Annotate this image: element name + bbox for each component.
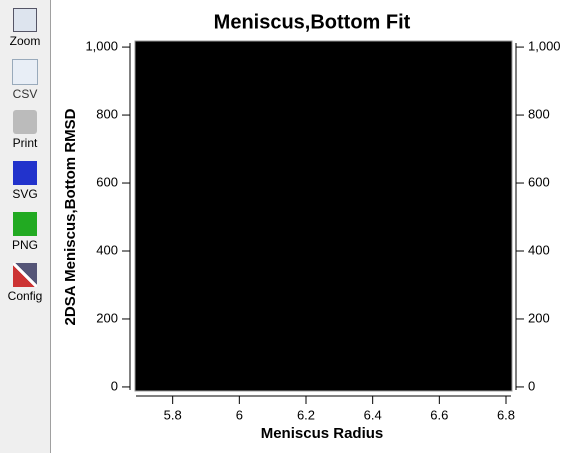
y2-tick-label: 1,000 (528, 39, 561, 54)
y-tick-label: 800 (96, 106, 118, 121)
y2-tick-label: 0 (528, 378, 535, 393)
x-axis-title: Meniscus Radius (261, 425, 384, 442)
svg-icon (13, 161, 37, 185)
zoom-button[interactable]: Zoom (0, 2, 50, 52)
y-tick-label: 200 (96, 310, 118, 325)
y2-tick-label: 600 (528, 174, 550, 189)
y-tick-label: 400 (96, 242, 118, 257)
y2-tick-label: 200 (528, 310, 550, 325)
y-axis-title: 2DSA Meniscus,Bottom RMSD (62, 108, 79, 325)
png-icon (13, 212, 37, 236)
button-label: Zoom (9, 34, 41, 48)
csv-button[interactable]: CSV (0, 53, 50, 103)
button-label: Config (7, 289, 43, 303)
y-tick-label: 600 (96, 174, 118, 189)
csv-icon (12, 59, 38, 85)
x-tick-label: 6.8 (497, 407, 515, 422)
chart: Meniscus,Bottom Fit Meniscus Radius 2DSA… (62, 11, 561, 442)
config-icon (13, 263, 37, 287)
button-label: CSV (12, 87, 38, 101)
x-tick-label: 6.4 (364, 407, 382, 422)
y-tick-label: 0 (111, 378, 118, 393)
button-label: PNG (11, 238, 38, 252)
zoom-icon (13, 8, 37, 32)
x-tick-label: 6 (236, 407, 243, 422)
x-tick-label: 5.8 (164, 407, 182, 422)
print-icon (13, 110, 37, 134)
toolbar: Zoom CSV Print SVG PNG Config (0, 0, 51, 453)
x-tick-label: 6.6 (430, 407, 448, 422)
svg-button[interactable]: SVG (0, 155, 50, 205)
chart-title: Meniscus,Bottom Fit (214, 11, 411, 33)
config-button[interactable]: Config (0, 257, 50, 307)
y-tick-label: 1,000 (85, 39, 118, 54)
button-label: Print (12, 136, 38, 150)
y2-tick-label: 800 (528, 106, 550, 121)
y2-tick-label: 400 (528, 242, 550, 257)
plot-area (134, 40, 513, 392)
button-label: SVG (12, 187, 38, 201)
png-button[interactable]: PNG (0, 206, 50, 256)
print-button[interactable]: Print (0, 104, 50, 154)
x-tick-label: 6.2 (297, 407, 315, 422)
